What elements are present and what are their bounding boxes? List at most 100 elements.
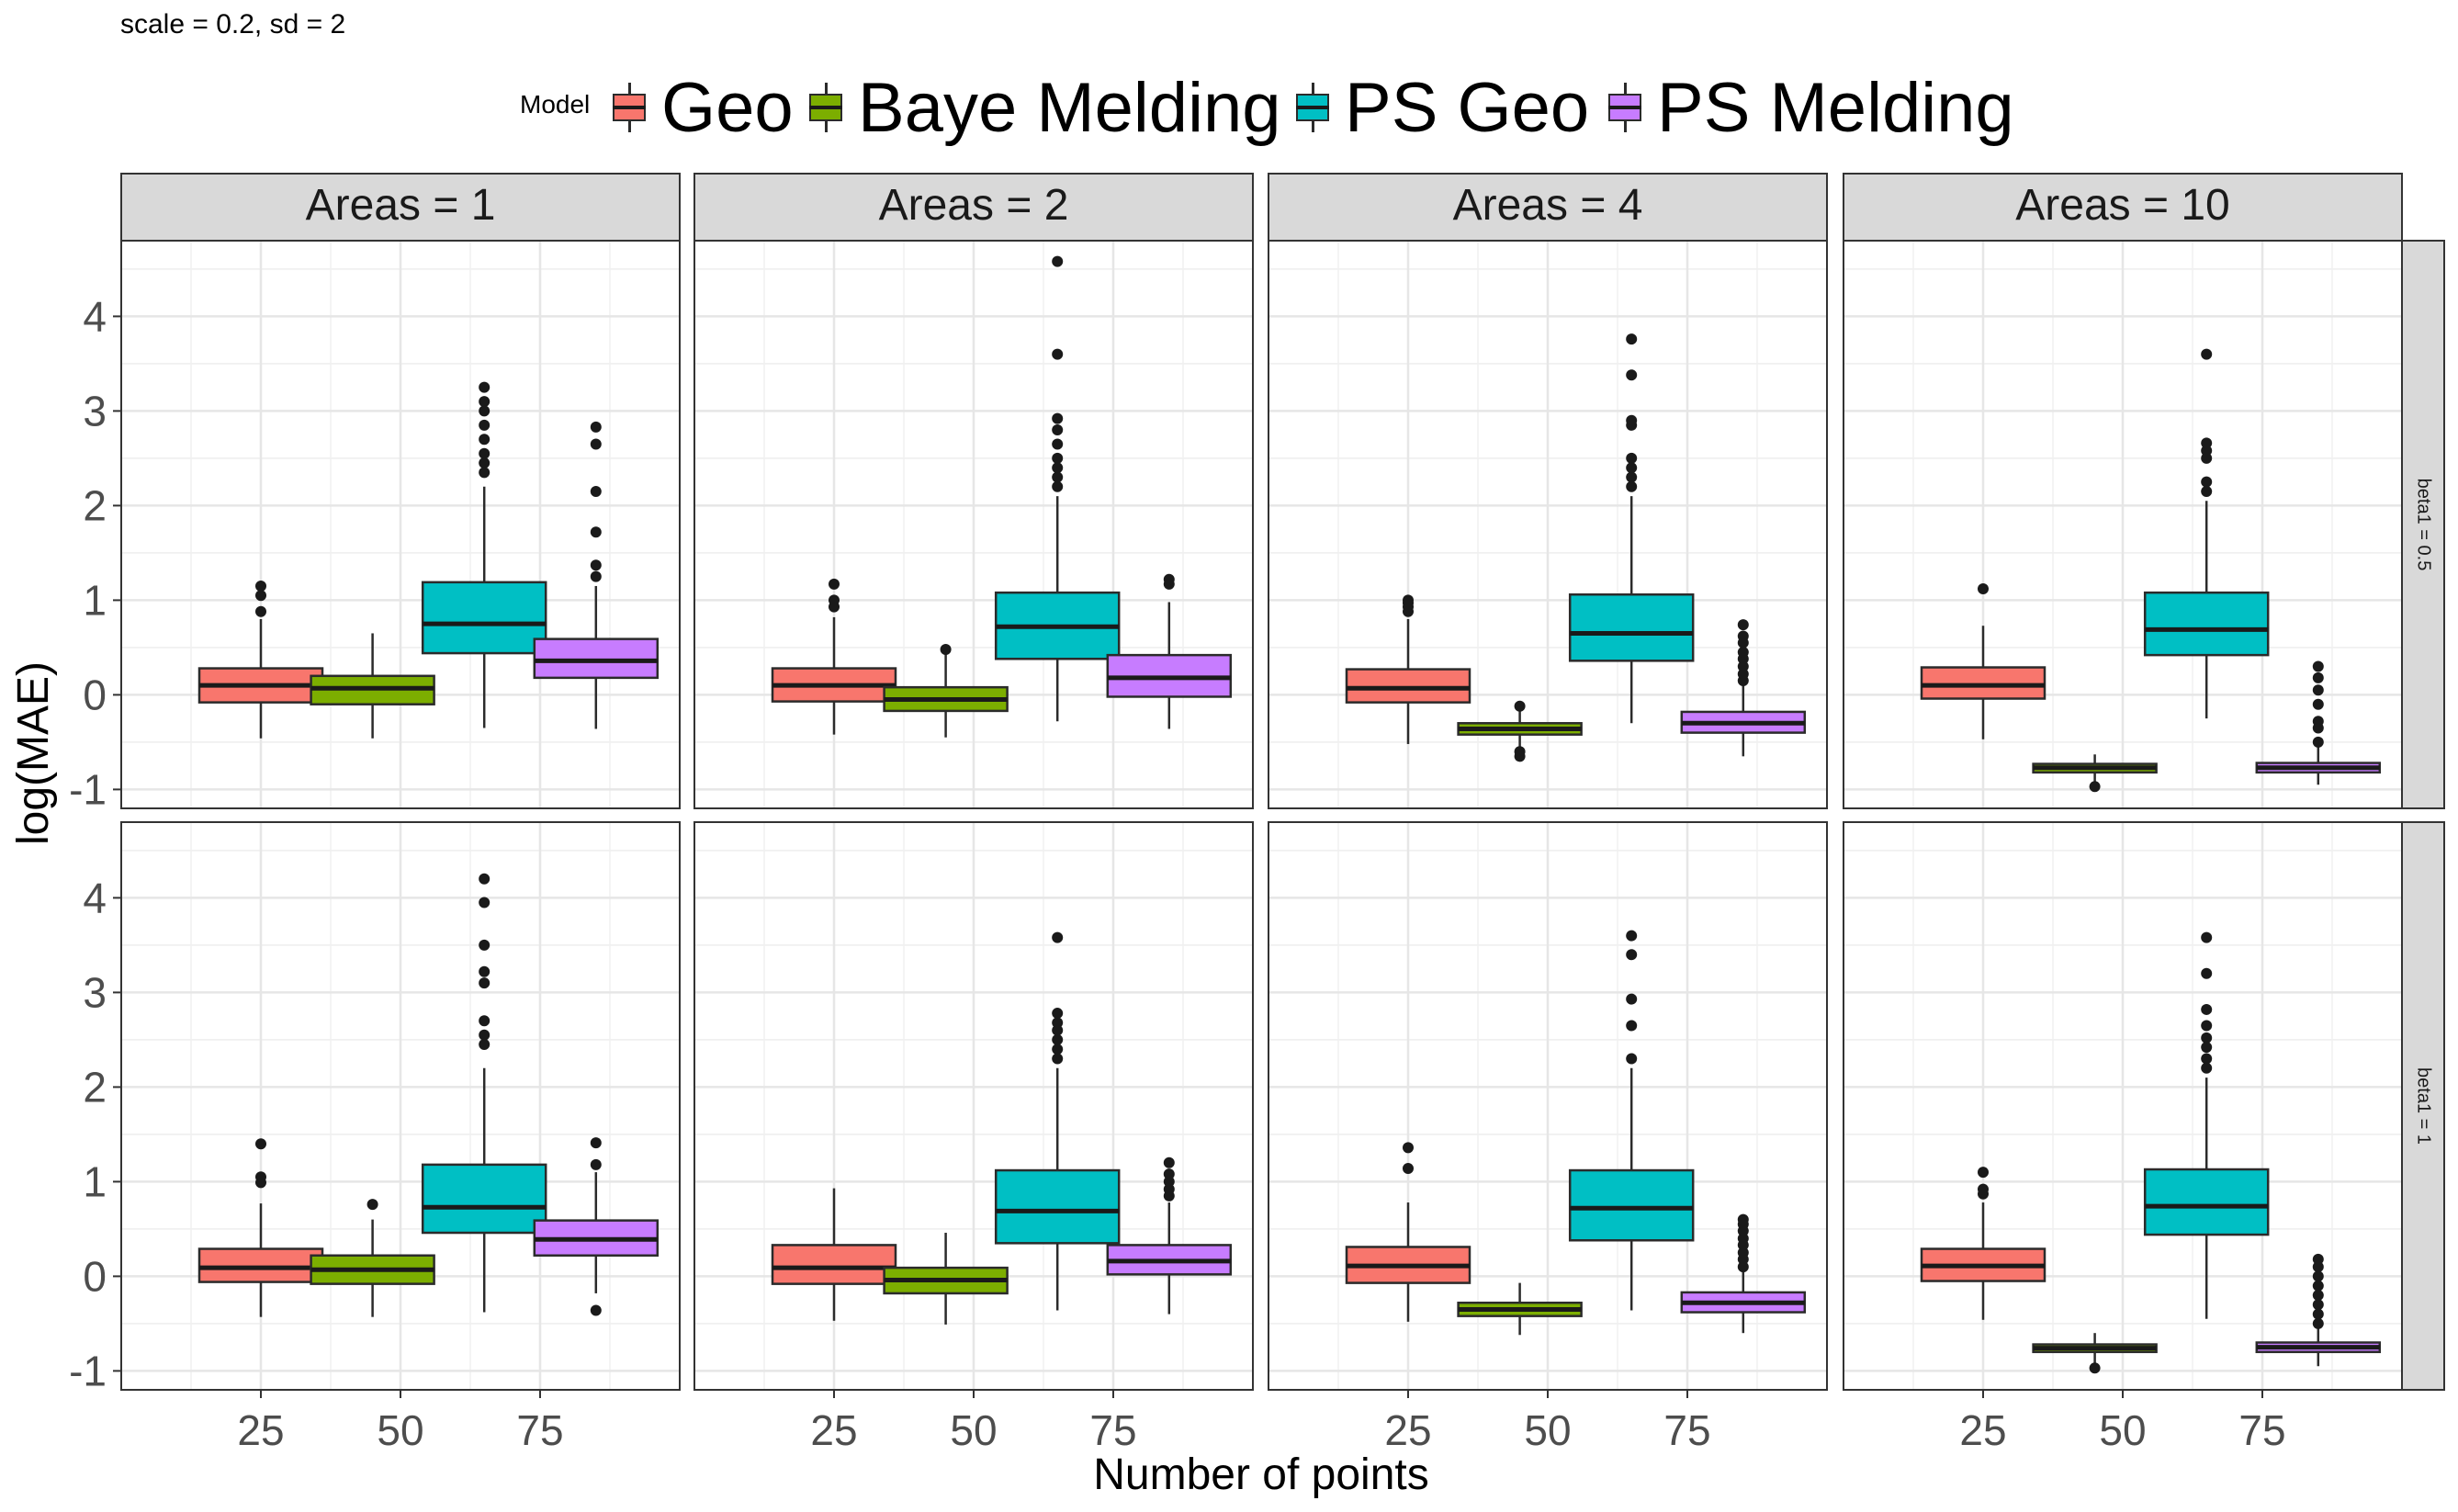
outlier-point [2312, 716, 2324, 728]
outlier-point [366, 1199, 378, 1211]
y-tick-label: 2 [83, 1063, 107, 1111]
box-ps-geo [994, 931, 1121, 1311]
outlier-point [1514, 750, 1526, 762]
outlier-point [1626, 333, 1638, 345]
outlier-point [1737, 647, 1749, 659]
legend-key-whisker [1624, 83, 1627, 94]
legend-key-ps-melding [1606, 79, 1646, 136]
outlier-point [255, 580, 266, 592]
outlier-point [1052, 438, 1064, 450]
outlier-point [1626, 949, 1638, 961]
boxes-r1-c3 [1345, 333, 1807, 762]
outlier-point [479, 419, 490, 431]
outlier-point [479, 457, 490, 469]
box-iqr [421, 1163, 547, 1235]
y-tick-label: 2 [83, 481, 107, 529]
row-strip-1 [2401, 240, 2445, 809]
box-geo [1920, 583, 2046, 739]
y-tick-label: 3 [83, 387, 107, 434]
outlier-point [590, 570, 602, 582]
outlier-point [479, 897, 490, 908]
box-geo [1920, 1167, 2046, 1320]
legend-key-median [1296, 106, 1329, 109]
x-tick-label: 25 [237, 1406, 284, 1454]
y-tick-label: 4 [83, 292, 107, 340]
box-ps-geo [421, 381, 547, 728]
outlier-point [1163, 1168, 1175, 1180]
outlier-point [1737, 619, 1749, 631]
legend-label-geo: Geo [661, 69, 794, 147]
outlier-point [2312, 1299, 2324, 1311]
box-ps-geo [994, 255, 1121, 722]
outlier-point [2312, 1290, 2324, 1301]
box-geo [197, 580, 324, 739]
outlier-point [1626, 462, 1638, 474]
outlier-point [2312, 660, 2324, 672]
box-iqr [533, 638, 660, 680]
box-geo [1345, 594, 1471, 744]
facet-label-4: Areas = 10 [2015, 181, 2229, 230]
outlier-point [2312, 684, 2324, 696]
outlier-point [1052, 255, 1064, 267]
outlier-point [2201, 1042, 2213, 1054]
box-iqr [1920, 666, 2046, 700]
facet-strip-2 [693, 173, 1254, 242]
outlier-point [1052, 462, 1064, 474]
outlier-point [479, 965, 490, 977]
outlier-point [1052, 424, 1064, 435]
outlier-point [1052, 1053, 1064, 1065]
outlier-point [2201, 1062, 2213, 1074]
panel-r2-c1 [121, 822, 680, 1390]
box-geo [197, 1138, 324, 1317]
boxes-r2-c3 [1345, 930, 1807, 1336]
box-baye-melding [2032, 754, 2158, 793]
outlier-point [2201, 1003, 2213, 1015]
legend-label-baye-melding: Baye Melding [858, 69, 1281, 147]
x-tick-label: 50 [2099, 1406, 2146, 1454]
box-iqr [2143, 591, 2270, 657]
plot-subtitle: scale = 0.2, sd = 2 [120, 9, 346, 39]
outlier-point [1626, 480, 1638, 492]
outlier-point [479, 434, 490, 446]
outlier-point [1737, 660, 1749, 672]
outlier-point [1626, 369, 1638, 381]
legend-key-median [613, 106, 646, 109]
legend: Model Geo Baye Melding PS Geo PS Melding [520, 53, 2173, 154]
legend-key-whisker [1312, 121, 1314, 132]
outlier-point [1163, 1176, 1175, 1188]
outlier-point [2201, 348, 2213, 360]
boxes-r1-c4 [1920, 348, 2382, 793]
outlier-point [255, 1171, 266, 1183]
y-tick-label: 3 [83, 968, 107, 1016]
legend-key-whisker [1312, 83, 1314, 94]
outlier-point [1052, 348, 1064, 360]
outlier-point [1052, 1033, 1064, 1045]
x-tick-label: 50 [950, 1406, 997, 1454]
outlier-point [1626, 414, 1638, 426]
outlier-point [2201, 485, 2213, 497]
outlier-point [1978, 1167, 1989, 1179]
box-ps-melding [1106, 1157, 1233, 1315]
outlier-point [590, 526, 602, 538]
y-tick-label: 0 [83, 1252, 107, 1300]
facet-label-1: Areas = 1 [306, 181, 496, 230]
outlier-point [2312, 671, 2324, 683]
outlier-point [590, 485, 602, 497]
outlier-point [1626, 1020, 1638, 1032]
legend-key-geo [610, 79, 650, 136]
facet-strip-1 [120, 173, 681, 242]
y-tick-label: 0 [83, 671, 107, 718]
outlier-point [1978, 1183, 1989, 1195]
outlier-point [479, 396, 490, 408]
box-geo [771, 1188, 897, 1321]
outlier-point [590, 559, 602, 571]
legend-key-ps-geo [1293, 79, 1334, 136]
outlier-point [479, 447, 490, 459]
outlier-point [479, 873, 490, 885]
boxes-r2-c1 [197, 873, 660, 1317]
box-baye-melding [883, 1233, 1009, 1325]
legend-key-whisker [825, 83, 828, 94]
outlier-point [2201, 1020, 2213, 1032]
panel-border [1843, 240, 2403, 809]
outlier-point [1737, 1261, 1749, 1273]
